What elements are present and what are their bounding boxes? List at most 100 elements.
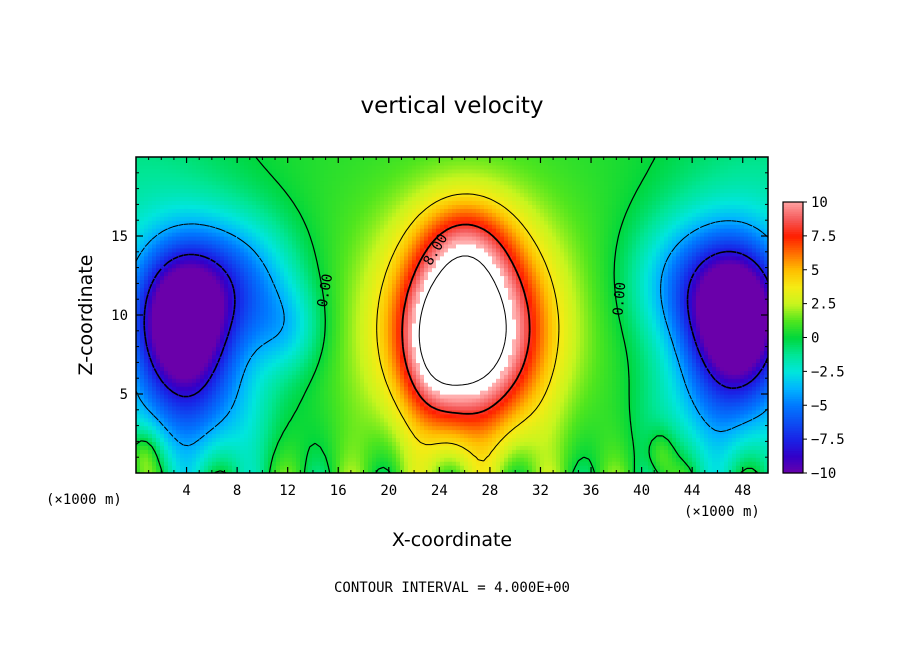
heat-cell <box>232 255 237 261</box>
heat-cell <box>252 433 257 439</box>
heat-cell <box>312 271 317 277</box>
heat-cell <box>344 192 349 198</box>
heat-cell <box>340 429 345 435</box>
heat-cell <box>152 243 157 249</box>
heat-cell <box>332 445 337 450</box>
heat-cell <box>228 338 233 344</box>
heat-cell <box>232 239 237 245</box>
heat-cell <box>296 271 301 277</box>
heat-cell <box>160 236 165 241</box>
heat-cell <box>352 228 357 233</box>
heat-cell <box>248 204 253 209</box>
heat-cell <box>292 330 297 336</box>
heat-cell <box>292 164 297 170</box>
heat-cell <box>276 397 281 403</box>
heat-cell <box>276 342 281 348</box>
heat-cell <box>244 358 249 363</box>
heat-cell <box>164 184 169 190</box>
heat-cell <box>188 449 193 454</box>
heat-cell <box>160 318 165 324</box>
heat-cell <box>184 311 189 316</box>
heat-cell <box>348 204 353 209</box>
heat-cell <box>220 465 225 470</box>
heat-cell <box>236 457 241 462</box>
heat-cell <box>256 330 261 336</box>
heat-cell <box>144 461 149 466</box>
heat-cell <box>260 228 265 233</box>
heat-cell <box>360 334 365 340</box>
heat-cell <box>380 429 385 435</box>
heat-cell <box>168 200 173 205</box>
heat-cell <box>140 318 145 324</box>
heat-cell <box>216 283 221 288</box>
heat-cell <box>364 212 369 217</box>
heat-cell <box>212 425 217 431</box>
heat-cell <box>320 291 325 296</box>
heat-cell <box>148 228 153 233</box>
heat-cell <box>224 425 229 431</box>
heat-cell <box>340 445 345 450</box>
heat-cell <box>356 311 361 316</box>
heat-cell <box>276 401 281 407</box>
heat-cell <box>336 236 341 241</box>
heat-cell <box>300 212 305 217</box>
heat-cell <box>240 307 245 312</box>
heat-cell <box>200 267 205 273</box>
heat-cell <box>208 239 213 245</box>
heat-cell <box>316 433 321 439</box>
heat-cell <box>160 228 165 233</box>
heat-cell <box>136 224 141 229</box>
heat-cell <box>188 429 193 435</box>
heat-cell <box>208 378 213 383</box>
heat-cell <box>252 346 257 352</box>
heat-cell <box>308 228 313 233</box>
heat-cell <box>156 390 161 395</box>
heat-cell <box>304 390 309 395</box>
heat-cell <box>264 409 269 415</box>
heat-cell <box>344 362 349 367</box>
heat-cell <box>236 164 241 170</box>
heat-cell <box>172 299 177 304</box>
heat-cell <box>368 232 373 237</box>
heat-cell <box>288 405 293 411</box>
heat-cell <box>340 172 345 178</box>
heat-cell <box>152 370 157 375</box>
heat-cell <box>204 469 209 473</box>
heat-cell <box>280 449 285 454</box>
heat-cell <box>192 307 197 312</box>
heat-cell <box>292 445 297 450</box>
heat-cell <box>336 216 341 221</box>
heat-cell <box>248 437 253 442</box>
heat-cell <box>296 346 301 352</box>
heat-cell <box>216 263 221 269</box>
heat-cell <box>336 275 341 281</box>
heat-cell <box>352 374 357 379</box>
heat-cell <box>328 287 333 292</box>
heat-cell <box>168 188 173 194</box>
heat-cell <box>288 184 293 190</box>
heat-cell <box>324 180 329 186</box>
heat-cell <box>372 204 377 209</box>
heat-cell <box>344 224 349 229</box>
heat-cell <box>312 362 317 367</box>
heat-cell <box>228 409 233 415</box>
heat-cell <box>336 160 341 166</box>
heat-cell <box>292 318 297 324</box>
heat-cell <box>212 287 217 292</box>
heat-cell <box>304 271 309 277</box>
heat-cell <box>160 259 165 265</box>
heat-cell <box>228 224 233 229</box>
heat-cell <box>168 303 173 308</box>
heat-cell <box>136 239 141 245</box>
heat-cell <box>176 405 181 411</box>
heat-cell <box>336 401 341 407</box>
heat-cell <box>360 469 365 473</box>
heat-cell <box>240 457 245 462</box>
heat-cell <box>300 299 305 304</box>
heat-cell <box>256 378 261 383</box>
heat-cell <box>344 239 349 245</box>
heat-cell <box>140 184 145 190</box>
heat-cell <box>268 251 273 257</box>
heat-cell <box>272 228 277 233</box>
heat-cell <box>272 433 277 439</box>
